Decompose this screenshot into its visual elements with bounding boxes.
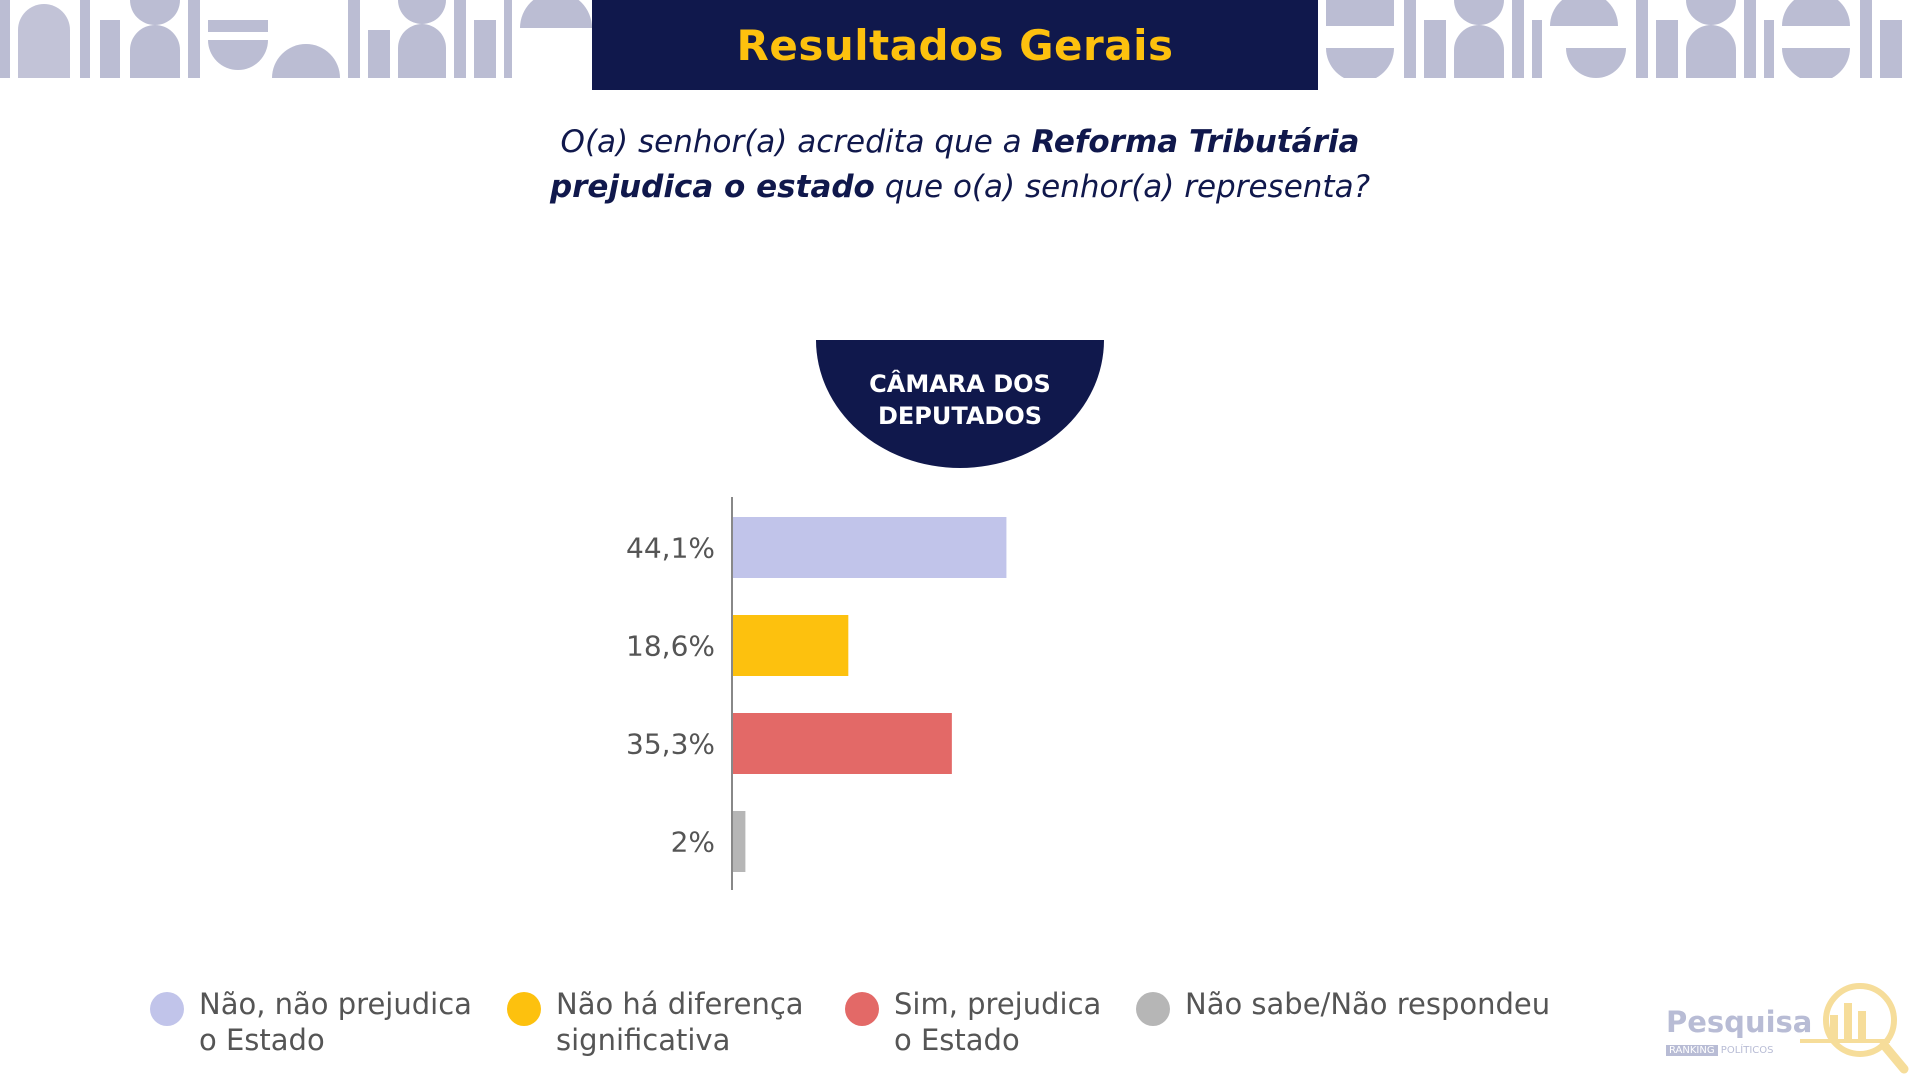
question-bold-2: prejudica o estado bbox=[549, 169, 875, 205]
page-title: Resultados Gerais bbox=[736, 20, 1174, 70]
chamber-badge-line-1: CÂMARA DOS bbox=[869, 370, 1051, 398]
legend-label-4: Não sabe/Não respondeu bbox=[1185, 986, 1550, 1022]
bar-value-label-4: 2% bbox=[671, 826, 715, 859]
bar-3 bbox=[733, 713, 952, 774]
legend-label-3-line-2: o Estado bbox=[894, 1023, 1020, 1057]
legend-label-3-line-1: Sim, prejudica bbox=[894, 987, 1102, 1021]
brand-logo: Pesquisa RANKING POLÍTICOS bbox=[1660, 975, 1910, 1075]
chamber-badge-label: CÂMARA DOS DEPUTADOS bbox=[840, 368, 1080, 432]
bar-value-label-3: 35,3% bbox=[626, 728, 715, 761]
legend-dot-3 bbox=[845, 992, 879, 1026]
legend-label-3: Sim, prejudica o Estado bbox=[894, 986, 1101, 1058]
bar-4 bbox=[733, 811, 746, 872]
logo-wordmark: Pesquisa bbox=[1666, 1005, 1813, 1039]
legend-label-1-line-2: o Estado bbox=[199, 1023, 325, 1057]
legend-label-2: Não há diferença significativa bbox=[556, 986, 804, 1058]
decorative-pattern-right bbox=[1326, 0, 1902, 78]
legend-label-1-line-1: Não, não prejudica bbox=[199, 987, 472, 1021]
question-part-2: que o(a) senhor(a) representa? bbox=[874, 169, 1371, 205]
legend-label-2-line-1: Não há diferença bbox=[556, 987, 804, 1021]
question-part-1: O(a) senhor(a) acredita que a bbox=[560, 124, 1032, 160]
legend-item-4: Não sabe/Não respondeu bbox=[1136, 986, 1550, 1026]
legend-label-4-line-1: Não sabe/Não respondeu bbox=[1185, 987, 1551, 1021]
legend-item-1: Não, não prejudica o Estado bbox=[150, 986, 472, 1058]
logo-subtitle: RANKING POLÍTICOS bbox=[1666, 1045, 1773, 1056]
survey-question: O(a) senhor(a) acredita que a Reforma Tr… bbox=[360, 120, 1560, 210]
question-bold-1: Reforma Tributária bbox=[1031, 124, 1360, 160]
legend-item-3: Sim, prejudica o Estado bbox=[845, 986, 1101, 1058]
chamber-badge-line-2: DEPUTADOS bbox=[877, 402, 1043, 430]
decorative-pattern-left bbox=[0, 0, 592, 78]
bar-1 bbox=[733, 517, 1007, 578]
legend-label-2-line-2: significativa bbox=[556, 1023, 731, 1057]
bar-2 bbox=[733, 615, 849, 676]
legend-label-1: Não, não prejudica o Estado bbox=[199, 986, 472, 1058]
legend-item-2: Não há diferença significativa bbox=[507, 986, 804, 1058]
title-banner: Resultados Gerais bbox=[592, 0, 1318, 90]
legend-dot-1 bbox=[150, 992, 184, 1026]
bar-value-label-1: 44,1% bbox=[626, 532, 715, 565]
magnifier-bar-chart-icon bbox=[1800, 983, 1909, 1074]
legend-dot-4 bbox=[1136, 992, 1170, 1026]
logo-sub-politicos: POLÍTICOS bbox=[1720, 1045, 1774, 1056]
logo-sub-ranking: RANKING bbox=[1666, 1045, 1718, 1056]
legend-dot-2 bbox=[507, 992, 541, 1026]
bar-value-label-2: 18,6% bbox=[626, 630, 715, 663]
